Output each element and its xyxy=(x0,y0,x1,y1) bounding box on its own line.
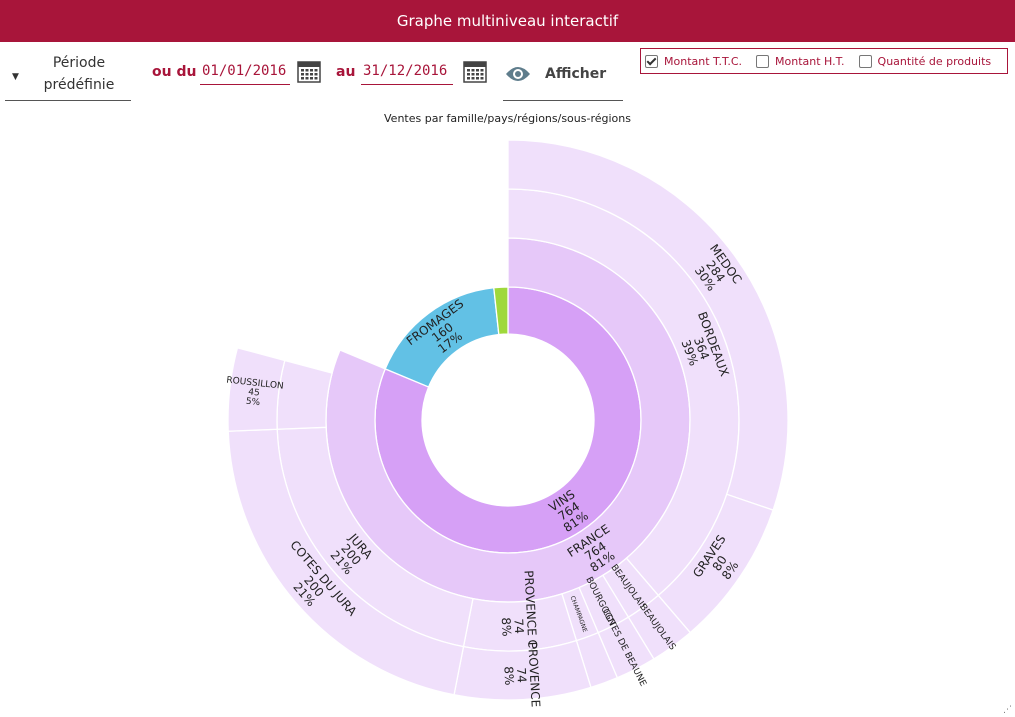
show-button-label: Afficher xyxy=(545,66,607,82)
segment-provence-level4[interactable]: PROVENCE748% xyxy=(453,639,592,709)
segment-unlabeled-level3[interactable] xyxy=(276,359,333,430)
option-label: Montant T.T.C. xyxy=(664,54,743,68)
resize-handle-icon[interactable]: ⋰ xyxy=(1003,705,1012,715)
predefined-period-label: Période prédéfinie xyxy=(43,55,115,93)
to-label: au xyxy=(336,64,356,80)
eye-icon xyxy=(506,67,530,81)
segment-unlabeled-level1[interactable] xyxy=(493,286,509,336)
from-date-input[interactable] xyxy=(200,58,290,85)
predefined-period-dropdown[interactable]: ▼ Période prédéfinie xyxy=(5,50,131,101)
app-title: Graphe multiniveau interactif xyxy=(396,12,619,30)
show-button[interactable]: Afficher xyxy=(503,50,623,101)
segment-champagne-level3[interactable]: CHAMPAGNE xyxy=(561,586,600,642)
caret-down-icon: ▼ xyxy=(12,72,19,82)
segment-label: PROVENCE748% xyxy=(500,641,543,709)
calendar-icon[interactable] xyxy=(463,59,487,83)
option-label: Montant H.T. xyxy=(775,54,845,68)
checkbox-checked-icon xyxy=(645,54,658,68)
segment-fromages-level1[interactable]: FROMAGES16017% xyxy=(384,287,500,388)
option-label: Quantité de produits xyxy=(877,54,992,68)
option-quantity-checkbox[interactable]: Quantité de produits xyxy=(858,54,992,68)
chart-title: Ventes par famille/pays/régions/sous-rég… xyxy=(384,112,631,125)
to-date-input[interactable] xyxy=(361,58,453,85)
segment-roussillon-level4[interactable]: ROUSSILLON455% xyxy=(224,347,286,432)
option-ttc-checkbox[interactable]: Montant T.T.C. xyxy=(645,54,743,68)
segment-graves-level4[interactable]: GRAVES808% xyxy=(657,493,774,634)
app-title-bar: Graphe multiniveau interactif xyxy=(0,0,1015,42)
option-ht-checkbox[interactable]: Montant H.T. xyxy=(756,54,845,68)
calendar-icon[interactable] xyxy=(297,59,321,83)
checkbox-unchecked-icon xyxy=(756,54,770,68)
toolbar: ▼ Période prédéfinie ou du au Afficher xyxy=(0,42,1015,104)
checkbox-unchecked-icon xyxy=(858,54,872,68)
from-label: ou du xyxy=(152,64,197,80)
measure-options-panel: Montant T.T.C. Montant H.T. Quantité de … xyxy=(640,48,1008,74)
